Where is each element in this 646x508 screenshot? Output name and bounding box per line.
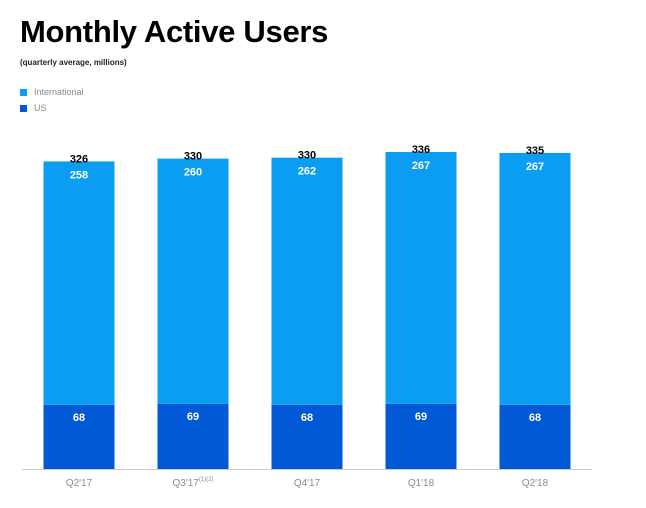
data-label-us: 69 [187,411,199,423]
bar-us [43,404,115,469]
data-label-us: 68 [529,412,541,424]
legend-swatch-us [20,104,27,112]
bar-international [499,152,571,405]
bar-us [385,403,457,469]
x-tick-label: Q3'17(1)(2) [172,477,213,489]
data-label-total: 335 [526,145,544,157]
bar-international [385,152,457,404]
data-label-international: 262 [298,166,316,178]
data-label-international: 260 [184,167,202,179]
legend-label-us: US [34,103,47,113]
bar-us [499,404,571,469]
bar-international [43,161,115,405]
x-tick-label: Q2'17 [66,478,93,489]
legend-swatch-international [20,88,27,96]
x-tick-label: Q4'17 [294,478,321,489]
legend-item-international: International [20,84,84,100]
data-label-total: 336 [412,144,430,156]
bar-us [157,403,229,469]
data-label-us: 68 [73,412,85,424]
legend-item-us: US [20,100,84,116]
data-label-international: 267 [526,161,544,173]
bar-us [271,404,343,469]
x-tick-label: Q1'18 [408,478,435,489]
chart-title: Monthly Active Users [20,14,329,49]
legend: International US [20,84,84,116]
data-label-international: 258 [70,169,88,181]
bar-international [271,157,343,405]
data-label-total: 326 [70,153,88,165]
bar-international [157,158,229,404]
legend-label-international: International [34,87,84,97]
data-label-international: 267 [412,160,430,172]
data-label-total: 330 [184,151,202,163]
data-label-total: 330 [298,150,316,162]
x-tick-label: Q2'18 [522,478,549,489]
data-label-us: 69 [415,411,427,423]
data-label-us: 68 [301,412,313,424]
chart-subtitle: (quarterly average, millions) [20,58,127,67]
